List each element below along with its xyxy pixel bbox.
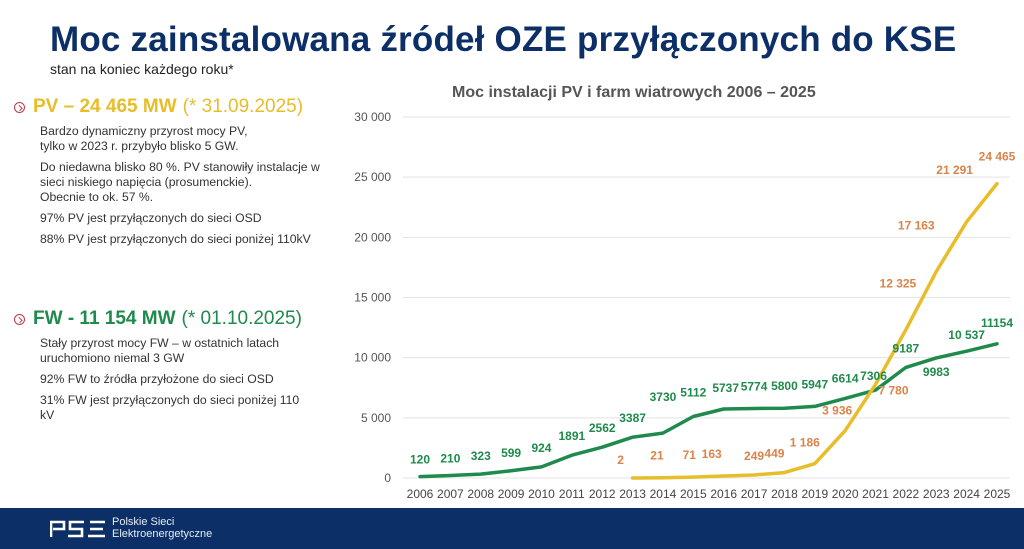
x-tick-label: 2010 (528, 487, 555, 501)
x-tick-label: 2018 (771, 487, 798, 501)
company-name: Polskie Sieci Elektroenergetyczne (112, 516, 213, 540)
fw-data-label: 11154 (981, 316, 1013, 330)
pv-data-label: 12 325 (880, 277, 917, 291)
fw-data-label: 5947 (801, 377, 828, 391)
x-tick-label: 2020 (832, 487, 859, 501)
x-tick-label: 2007 (437, 487, 464, 501)
pv-data-label: 449 (764, 447, 784, 461)
pv-data-label: 17 163 (898, 218, 935, 232)
x-tick-label: 2015 (680, 487, 707, 501)
pv-data-label: 71 (683, 448, 697, 462)
x-tick-label: 2025 (984, 487, 1011, 501)
x-tick-label: 2019 (801, 487, 828, 501)
pv-data-label: 3 936 (822, 404, 852, 418)
fw-notes: Stały przyrost mocy FW – w ostatnich lat… (40, 336, 310, 423)
x-tick-label: 2008 (467, 487, 494, 501)
fw-note: Stały przyrost mocy FW – w ostatnich lat… (40, 336, 280, 365)
fw-data-label: 3387 (619, 411, 646, 425)
y-tick-label: 0 (384, 471, 391, 485)
x-tick-label: 2012 (589, 487, 616, 501)
fw-data-label: 10 537 (948, 328, 985, 342)
fw-data-label: 5800 (771, 379, 798, 393)
y-tick-label: 15 000 (354, 291, 391, 305)
x-tick-label: 2011 (559, 487, 585, 501)
x-tick-label: 2009 (498, 487, 525, 501)
fw-data-label: 3730 (650, 390, 677, 404)
x-tick-label: 2013 (619, 487, 646, 501)
fw-date: (* 01.10.2025) (181, 308, 302, 329)
y-tick-label: 20 000 (354, 230, 391, 244)
pv-data-label: 21 291 (936, 163, 973, 177)
pse-logo-icon (50, 520, 105, 538)
y-tick-label: 10 000 (354, 351, 391, 365)
fw-data-label: 7306 (860, 369, 887, 383)
page-title: Moc zainstalowana źródeł OZE przyłączony… (50, 20, 957, 59)
page-subtitle: stan na koniec każdego roku* (50, 61, 234, 77)
pv-data-label: 21 (650, 449, 664, 463)
x-tick-label: 2022 (893, 487, 920, 501)
fw-data-label: 9983 (923, 365, 950, 379)
fw-data-label: 5774 (741, 380, 768, 394)
pv-line (630, 181, 999, 480)
pv-data-label: 163 (702, 447, 722, 461)
pv-note: Bardzo dynamiczny przyrost mocy PV, tylk… (40, 124, 248, 153)
x-tick-label: 2021 (862, 487, 889, 501)
footer: Polskie Sieci Elektroenergetyczne (0, 508, 1024, 549)
arrow-circle-icon (14, 101, 25, 113)
pv-date: (* 31.09.2025) (182, 96, 304, 117)
fw-line (418, 342, 999, 479)
x-tick-label: 2016 (710, 487, 737, 501)
y-tick-label: 25 000 (354, 170, 391, 184)
pv-data-label: 2 (617, 453, 624, 467)
x-tick-label: 2023 (923, 487, 950, 501)
pv-data-label: 24 465 (979, 150, 1016, 164)
pv-note: Do niedawna blisko 80 %. PV stanowiły in… (40, 160, 320, 204)
fw-heading: FW - 11 154 MW (* 01.10.2025) (14, 308, 310, 330)
pv-note: 97% PV jest przyłączonych do sieci OSD (40, 211, 262, 225)
fw-data-label: 5737 (712, 381, 739, 395)
x-tick-label: 2024 (953, 487, 980, 501)
pv-note: 88% PV jest przyłączonych do sieci poniż… (40, 232, 311, 246)
fw-note: 31% FW jest przyłączonych do sieci poniż… (40, 393, 300, 422)
fw-data-label: 6614 (832, 371, 859, 385)
fw-section: FW - 11 154 MW (* 01.10.2025) Stały przy… (14, 308, 310, 429)
fw-data-label: 323 (471, 449, 491, 463)
fw-data-label: 120 (410, 453, 430, 467)
fw-data-label: 210 (440, 451, 460, 465)
fw-capacity: FW - 11 154 MW (33, 308, 176, 329)
x-tick-label: 2006 (407, 487, 434, 501)
pv-notes: Bardzo dynamiczny przyrost mocy PV, tylk… (40, 124, 340, 247)
fw-note: 92% FW to źródła przyłożone do sieci OSD (40, 372, 274, 386)
fw-data-label: 1891 (558, 429, 585, 443)
fw-data-label: 924 (531, 441, 551, 455)
line-chart: 0 5 000 10 000 15 000 20 000 25 000 30 000 2006… (354, 110, 1016, 501)
fw-data-label: 9187 (893, 341, 920, 355)
pv-capacity: PV – 24 465 MW (33, 96, 177, 117)
y-tick-label: 30 000 (354, 110, 391, 124)
fw-data-label: 2562 (589, 421, 616, 435)
pv-section: PV – 24 465 MW (* 31.09.2025) Bardzo dyn… (14, 96, 340, 253)
pv-data-label: 249 (744, 449, 764, 463)
arrow-circle-icon (14, 313, 25, 325)
pv-heading: PV – 24 465 MW (* 31.09.2025) (14, 96, 340, 118)
pv-data-label: 1 186 (790, 436, 820, 450)
pv-data-label: 7 780 (879, 383, 909, 397)
chart-title: Moc instalacji PV i farm wiatrowych 2006… (452, 84, 816, 101)
x-tick-label: 2014 (650, 487, 677, 501)
y-tick-label: 5 000 (361, 411, 391, 425)
fw-data-label: 5112 (680, 385, 706, 399)
fw-data-label: 599 (501, 446, 521, 460)
x-tick-label: 2017 (741, 487, 768, 501)
